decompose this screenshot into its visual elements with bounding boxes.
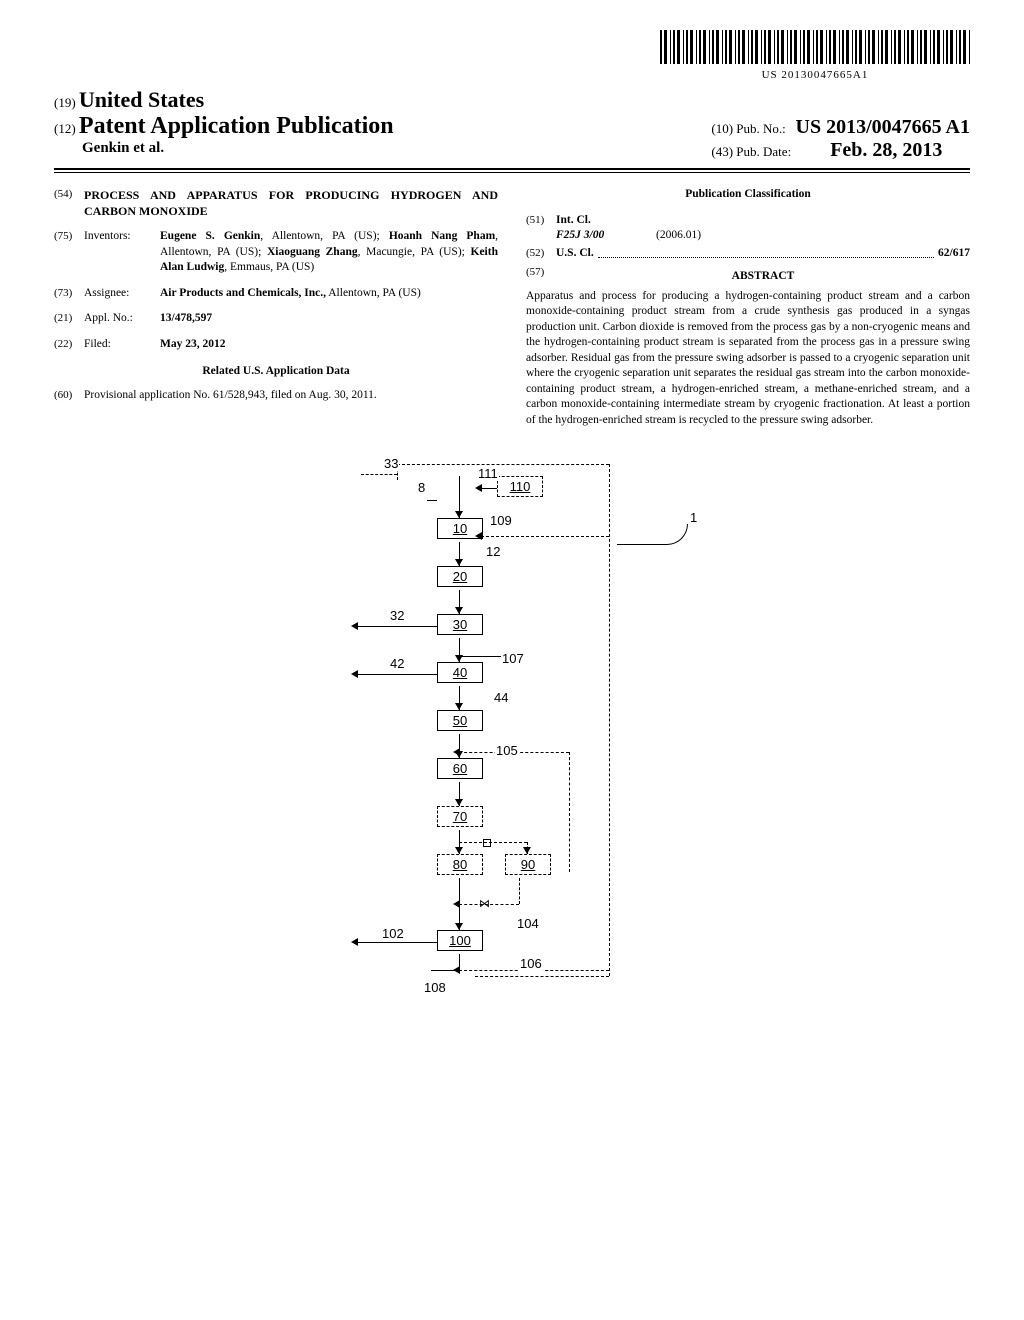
flowchart-label-12: 12 <box>485 544 501 559</box>
header: (19) United States (12) Patent Applicati… <box>54 87 970 162</box>
flowchart-label-33: 33 <box>383 456 399 471</box>
code-54: (54) <box>54 187 84 219</box>
flowchart-label-42: 42 <box>389 656 405 671</box>
pub-authors: Genkin et al. <box>82 140 394 157</box>
pub-right: (10) Pub. No.: US 2013/0047665 A1 (43) P… <box>711 116 970 162</box>
field-uscl: (52) U.S. Cl. 62/617 <box>526 246 970 262</box>
code-19: (19) <box>54 95 76 110</box>
pub-line: (12) Patent Application Publication Genk… <box>54 113 970 162</box>
flowchart-label-44: 44 <box>493 690 509 705</box>
flowchart-label-111: 111 <box>477 466 499 481</box>
pub-left: (12) Patent Application Publication Genk… <box>54 113 394 157</box>
pubdate-label: Pub. Date: <box>736 144 791 159</box>
flowchart-node-50: 50 <box>437 710 483 731</box>
rule-thin <box>54 172 970 173</box>
code-21: (21) <box>54 311 84 327</box>
uscl-body: U.S. Cl. 62/617 <box>556 246 970 262</box>
code-43: (43) <box>711 144 733 159</box>
barcode-region: US 20130047665A1 <box>54 30 970 81</box>
code-22: (22) <box>54 337 84 353</box>
left-column: (54) PROCESS AND APPARATUS FOR PRODUCING… <box>54 187 498 428</box>
pub-date: Feb. 28, 2013 <box>830 139 942 161</box>
flowchart-label-107: 107 <box>501 651 525 666</box>
field-assignee: (73) Assignee: Air Products and Chemical… <box>54 286 498 302</box>
code-52: (52) <box>526 246 556 262</box>
code-51: (51) <box>526 213 556 244</box>
code-12: (12) <box>54 121 76 136</box>
uscl-label: U.S. Cl. <box>556 246 594 262</box>
assignee-label: Assignee: <box>84 286 160 302</box>
code-57: (57) <box>526 265 556 289</box>
flowchart-node-20: 20 <box>437 566 483 587</box>
code-75: (75) <box>54 229 84 276</box>
flowchart-label-108: 108 <box>423 980 447 995</box>
flowchart-label-105: 105 <box>495 743 519 758</box>
country-line: (19) United States <box>54 87 970 113</box>
intcl-label: Int. Cl. <box>556 214 591 226</box>
two-columns: (54) PROCESS AND APPARATUS FOR PRODUCING… <box>54 187 970 428</box>
intcl-date: (2006.01) <box>656 228 701 244</box>
intcl-body: Int. Cl. F25J 3/00 (2006.01) <box>556 213 970 244</box>
flowchart-node-110: 110 <box>497 476 543 497</box>
barcode-number: US 20130047665A1 <box>660 69 970 81</box>
assignee-text: Air Products and Chemicals, Inc., Allent… <box>160 286 498 302</box>
field-filed: (22) Filed: May 23, 2012 <box>54 337 498 353</box>
flowchart-node-80: 80 <box>437 854 483 875</box>
code-60: (60) <box>54 388 84 404</box>
flowchart-node-70: 70 <box>437 806 483 827</box>
provisional-text: Provisional application No. 61/528,943, … <box>84 388 498 404</box>
flowchart-node-60: 60 <box>437 758 483 779</box>
inventors-label: Inventors: <box>84 229 160 276</box>
process-flowchart: 110102030405060708090100⋈338111109112324… <box>297 456 727 1116</box>
pub-number: US 2013/0047665 A1 <box>796 116 970 138</box>
applno-text: 13/478,597 <box>160 311 498 327</box>
code-73: (73) <box>54 286 84 302</box>
flowchart-node-90: 90 <box>505 854 551 875</box>
country: United States <box>79 87 204 112</box>
abstract-header: ABSTRACT <box>556 269 970 285</box>
pubno-label: Pub. No.: <box>736 121 785 136</box>
flowchart-node-100: 100 <box>437 930 483 951</box>
rule-thick <box>54 168 970 170</box>
abstract-body: Apparatus and process for producing a hy… <box>526 289 970 429</box>
related-header: Related U.S. Application Data <box>54 364 498 380</box>
flowchart-label-102: 102 <box>381 926 405 941</box>
flowchart-label-8: 8 <box>417 480 426 495</box>
flowchart-node-40: 40 <box>437 662 483 683</box>
inventors-text: Eugene S. Genkin, Allentown, PA (US); Ho… <box>160 229 498 276</box>
flowchart-label-109: 109 <box>489 513 513 528</box>
flowchart-node-30: 30 <box>437 614 483 635</box>
barcode-strip <box>660 30 970 64</box>
filed-label: Filed: <box>84 337 160 353</box>
title-text: PROCESS AND APPARATUS FOR PRODUCING HYDR… <box>84 187 498 219</box>
intcl-class: F25J 3/00 <box>556 228 656 244</box>
field-inventors: (75) Inventors: Eugene S. Genkin, Allent… <box>54 229 498 276</box>
code-10: (10) <box>711 121 733 136</box>
abstract-hdr-row: (57) ABSTRACT <box>526 265 970 289</box>
uscl-value: 62/617 <box>938 246 970 262</box>
classification-header: Publication Classification <box>526 187 970 203</box>
right-column: Publication Classification (51) Int. Cl.… <box>526 187 970 428</box>
flowchart-label-1: 1 <box>689 510 698 525</box>
field-title: (54) PROCESS AND APPARATUS FOR PRODUCING… <box>54 187 498 219</box>
flowchart-label-32: 32 <box>389 608 405 623</box>
field-intcl: (51) Int. Cl. F25J 3/00 (2006.01) <box>526 213 970 244</box>
pub-type: Patent Application Publication <box>79 113 394 139</box>
dot-leader <box>598 243 934 259</box>
flowchart-label-106: 106 <box>519 956 543 971</box>
flowchart-label-104: 104 <box>516 916 540 931</box>
applno-label: Appl. No.: <box>84 311 160 327</box>
filed-text: May 23, 2012 <box>160 337 498 353</box>
field-provisional: (60) Provisional application No. 61/528,… <box>54 388 498 404</box>
field-applno: (21) Appl. No.: 13/478,597 <box>54 311 498 327</box>
